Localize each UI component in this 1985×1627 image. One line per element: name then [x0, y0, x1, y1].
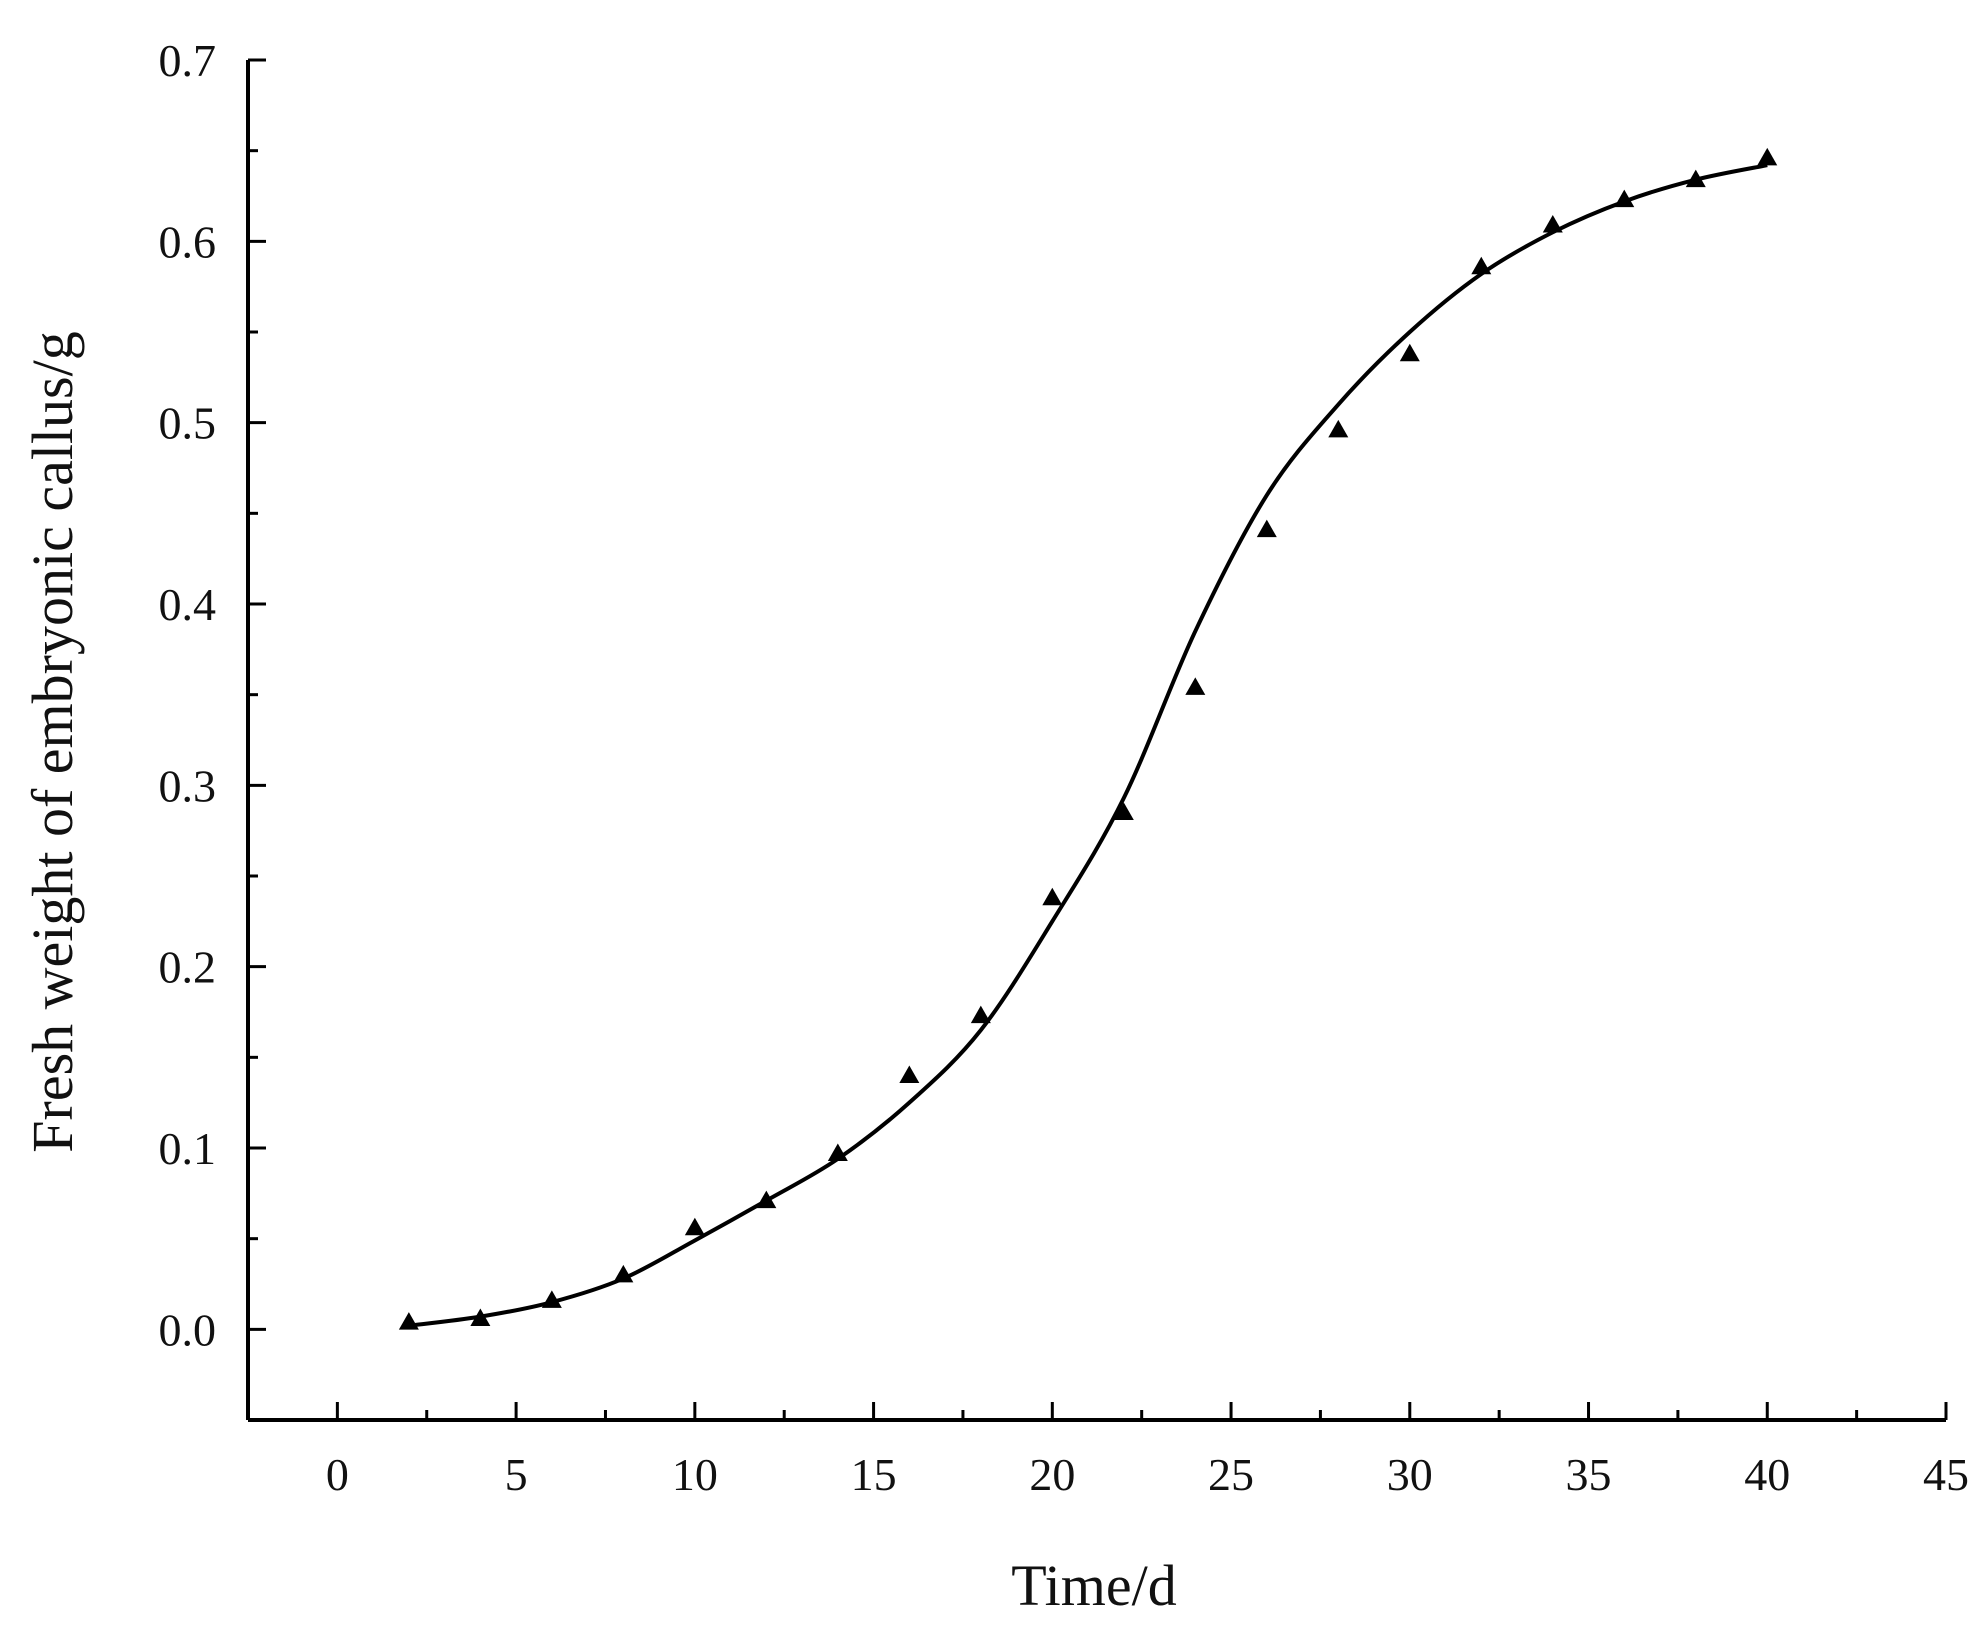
x-tick-label: 10: [672, 1449, 718, 1500]
x-tick-label: 25: [1208, 1449, 1254, 1500]
x-tick-label: 40: [1744, 1449, 1790, 1500]
y-axis-ticks: 0.0 0.1 0.2 0.3 0.4 0.5 0.6 0.7: [159, 35, 266, 1422]
y-tick-label: 0.2: [159, 942, 217, 993]
x-axis-ticks: 0 5 10 15 20 25 30 35 40 45: [246, 1402, 1969, 1500]
y-tick-label: 0.1: [159, 1123, 217, 1174]
data-point: [1685, 169, 1706, 188]
data-point: [756, 1190, 777, 1209]
data-point: [899, 1065, 920, 1083]
axes: [246, 60, 1946, 1422]
data-point: [1256, 519, 1277, 538]
x-tick-label: 30: [1387, 1449, 1433, 1500]
data-point: [1542, 215, 1563, 233]
data-point: [398, 1312, 419, 1330]
data-point: [1614, 189, 1635, 208]
fit-curve: [408, 163, 1768, 1328]
y-tick-label: 0.5: [159, 398, 217, 449]
data-point: [541, 1290, 562, 1308]
x-tick-label: 45: [1923, 1449, 1969, 1500]
data-points: [398, 147, 1778, 1330]
data-point: [470, 1308, 491, 1326]
data-point: [1185, 677, 1206, 695]
data-point: [613, 1264, 634, 1283]
y-tick-label: 0.0: [159, 1304, 217, 1355]
x-tick-label: 5: [505, 1449, 528, 1500]
x-tick-label: 15: [851, 1449, 897, 1500]
x-tick-label: 0: [326, 1449, 349, 1500]
data-point: [1113, 802, 1134, 821]
x-tick-label: 20: [1029, 1449, 1075, 1500]
data-point: [827, 1143, 848, 1161]
y-axis-title: Fresh weight of embryonic callus/g: [20, 331, 85, 1153]
data-point: [1328, 419, 1349, 438]
data-point: [1471, 256, 1492, 275]
y-tick-label: 0.4: [159, 579, 217, 630]
x-axis-title: Time/d: [1011, 1553, 1176, 1618]
y-tick-label: 0.3: [159, 760, 217, 811]
x-tick-label: 35: [1566, 1449, 1612, 1500]
y-tick-label: 0.7: [159, 35, 217, 86]
data-point: [684, 1217, 705, 1236]
data-point: [970, 1005, 991, 1024]
y-tick-label: 0.6: [159, 216, 217, 267]
data-point: [1757, 147, 1778, 166]
data-point: [1042, 887, 1063, 906]
data-point: [1399, 343, 1420, 362]
